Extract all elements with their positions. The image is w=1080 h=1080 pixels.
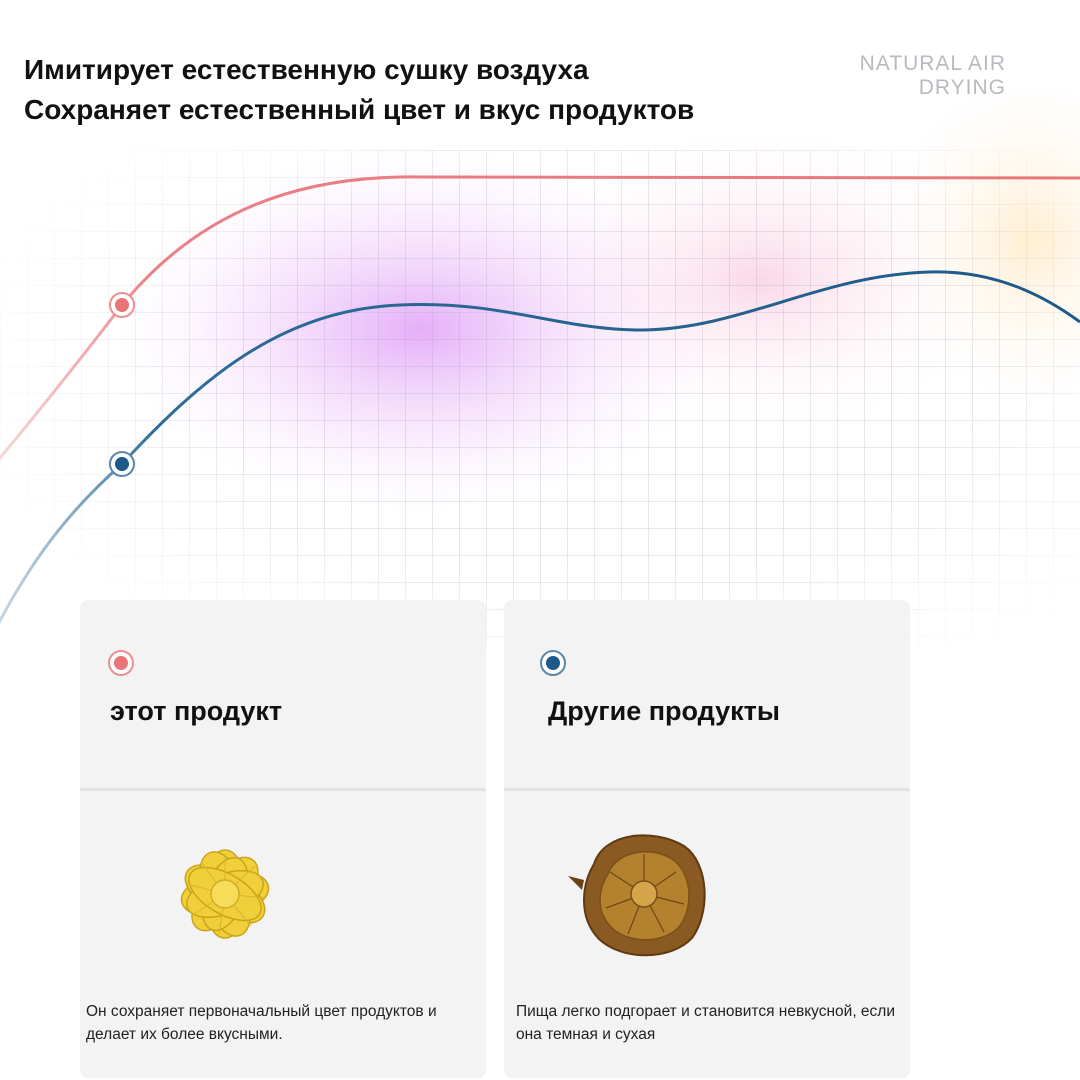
this-product-description: Он сохраняет первоначальный цвет продукт…	[86, 1003, 437, 1043]
blue-dot-icon	[540, 650, 566, 676]
other-products-curve	[0, 270, 1080, 624]
other-products-card: Другие продукты Пища легко подгорает и с…	[504, 600, 910, 1078]
chart-grid	[0, 150, 1080, 650]
red-dot-icon	[108, 650, 134, 676]
other-products-description: Пища легко подгорает и становится невкус…	[516, 1003, 896, 1043]
this-product-curve	[0, 175, 1080, 461]
this-product-card: этот продукт	[80, 600, 486, 1078]
dried-pineapple-yellow-image	[180, 849, 270, 939]
headline-line-2: Сохраняет естественный цвет и вкус проду…	[24, 94, 695, 125]
card-divider	[504, 788, 910, 791]
tag-line-1: NATURAL AIR	[859, 52, 1006, 75]
other-products-point	[109, 451, 135, 477]
headline: Имитирует естественную сушку воздуха Сох…	[24, 50, 694, 130]
other-products-title: Другие продукты	[548, 696, 780, 726]
natural-air-drying-tag: NATURAL AIR DRYING	[860, 52, 1006, 100]
tag-line-2: DRYING	[918, 76, 1006, 99]
dried-pineapple-brown-image	[568, 834, 706, 957]
card-divider	[80, 788, 486, 791]
headline-line-1: Имитирует естественную сушку воздуха	[24, 54, 589, 85]
this-product-point	[109, 292, 135, 318]
this-product-title: этот продукт	[110, 696, 283, 726]
